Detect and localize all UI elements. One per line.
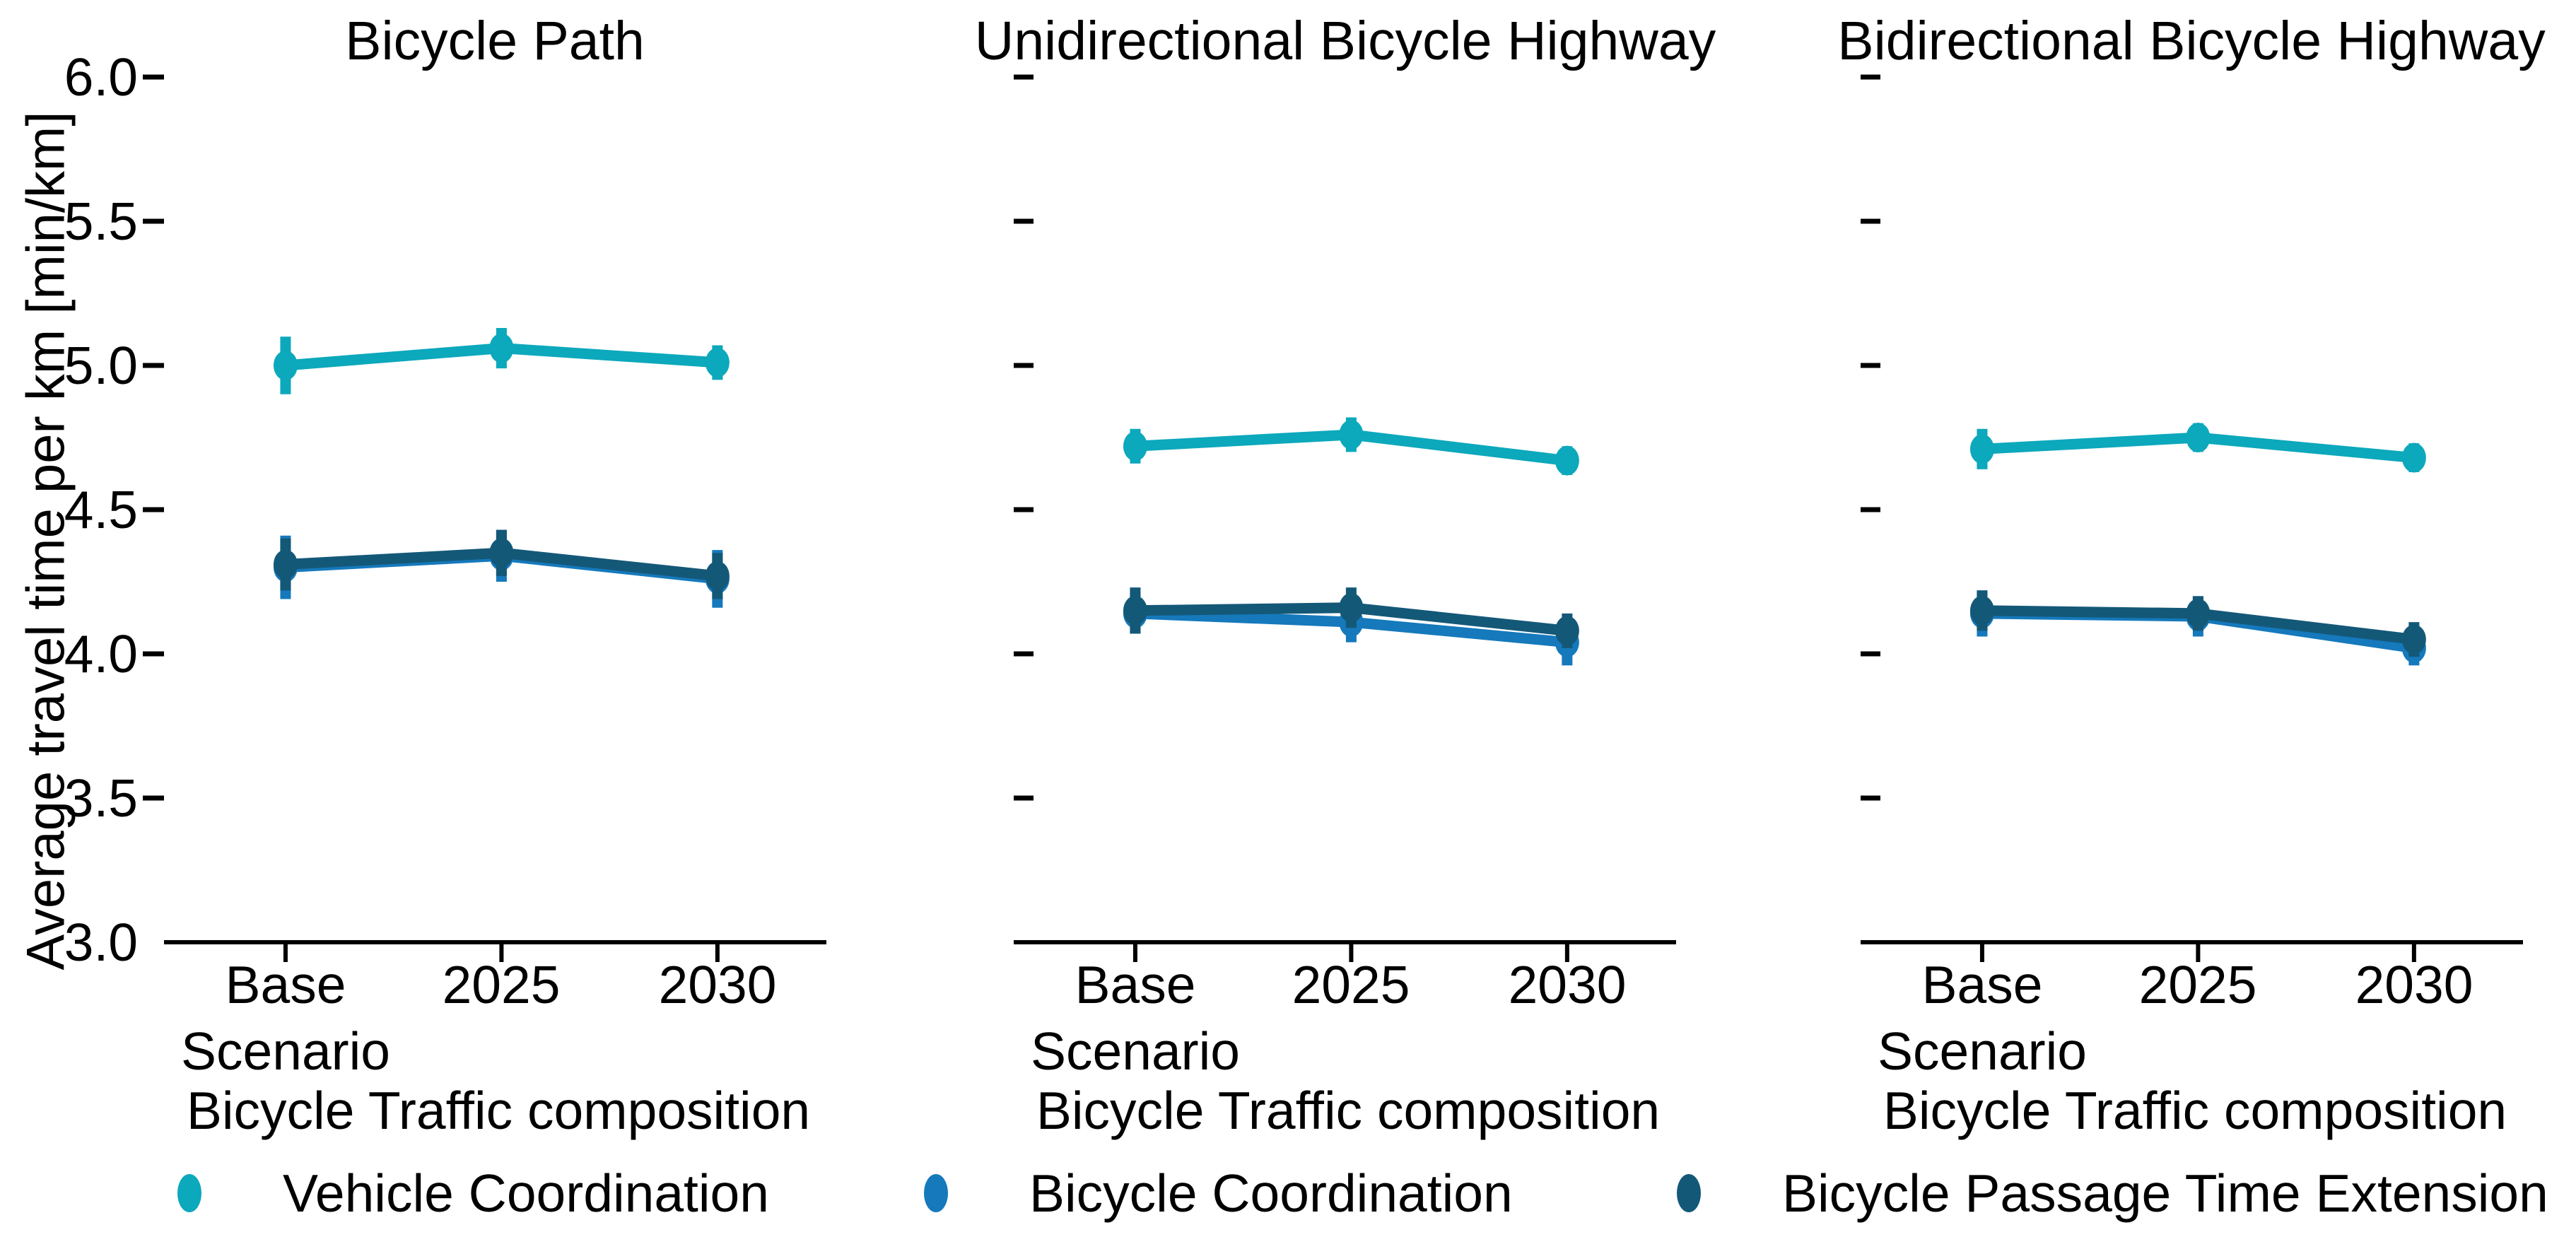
legend-item-bicycle-passage-time-extension: Bicycle Passage Time Extension: [1675, 1154, 2548, 1232]
y-tick-label: 4.5: [64, 480, 138, 539]
x-axis-title: Bicycle Traffic composition: [1036, 1081, 1661, 1140]
legend-dot-bicycle-passage-time-extension-icon: [1677, 1174, 1701, 1212]
y-tick-label: 6.0: [64, 47, 138, 107]
x-tick-base-scenario: Base Scenario: [1877, 955, 2088, 1081]
x-tick-2030: 2030: [1508, 955, 1627, 1014]
x-tick-line1: Base: [225, 955, 346, 1014]
panel-title-bidirectional: Bidirectional Bicycle Highway: [1837, 11, 2546, 71]
y-tick-label: 5.0: [64, 336, 138, 395]
y-tick-label: 3.5: [64, 768, 138, 828]
x-tick-base-scenario: Base Scenario: [1030, 955, 1241, 1081]
y-tick-label: 5.5: [64, 192, 138, 251]
legend-label: Bicycle Coordination: [1029, 1163, 1513, 1223]
x-tick-2025: 2025: [442, 955, 561, 1014]
y-tick-label: 3.0: [64, 913, 138, 972]
legend-item-bicycle-coordination: Bicycle Coordination: [922, 1154, 1513, 1232]
panel-title-bicycle-path: Bicycle Path: [345, 11, 645, 71]
x-tick-base-scenario: Base Scenario: [181, 951, 390, 1084]
legend-dot-bicycle-coordination-icon: [924, 1174, 948, 1212]
x-tick-line2: Scenario: [180, 1021, 391, 1081]
x-tick-2025: 2025: [1292, 955, 1410, 1014]
x-tick-2030: 2030: [2355, 955, 2473, 1014]
y-tick-label: 4.0: [64, 624, 138, 684]
legend-item-vehicle-coordination: Vehicle Coordination: [175, 1154, 769, 1232]
legend-label: Vehicle Coordination: [283, 1163, 769, 1223]
legend-label: Bicycle Passage Time Extension: [1782, 1163, 2548, 1223]
panel-title-unidirectional: Unidirectional Bicycle Highway: [974, 11, 1716, 71]
x-tick-2025: 2025: [2138, 955, 2257, 1014]
x-tick-2030: 2030: [658, 955, 777, 1014]
x-axis-title: Bicycle Traffic composition: [1883, 1081, 2507, 1140]
x-axis-title: Bicycle Traffic composition: [186, 1081, 811, 1140]
legend-dot-vehicle-coordination-icon: [177, 1174, 201, 1212]
